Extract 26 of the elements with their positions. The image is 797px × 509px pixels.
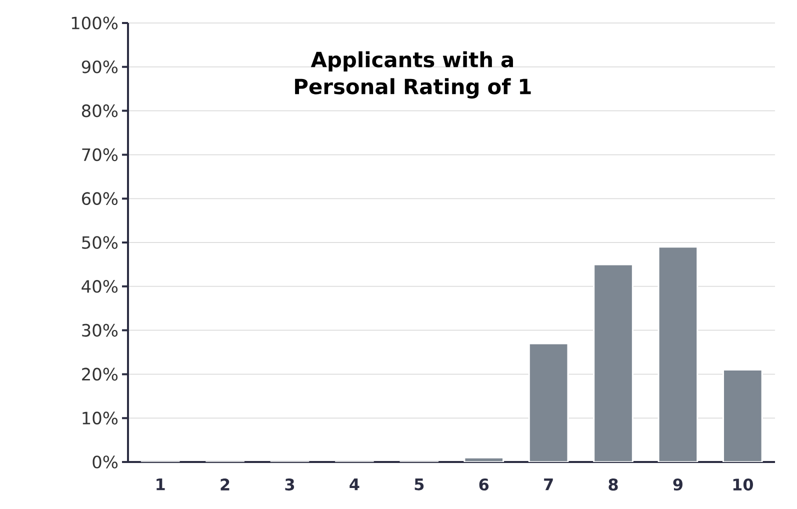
y-tick-label: 100% (72, 16, 118, 30)
x-tick-label: 2 (220, 478, 230, 490)
y-tick-label: 70% (82, 148, 118, 162)
y-tick-label: 90% (82, 60, 118, 74)
x-tick-label: 10 (733, 478, 753, 491)
x-tick-label: 4 (350, 478, 360, 490)
y-tick-label: 50% (82, 236, 118, 249)
y-tick-label: 30% (82, 324, 118, 337)
x-tick-label: 6 (479, 478, 489, 491)
bar (528, 342, 569, 462)
bar (722, 369, 763, 462)
y-tick-label: 10% (82, 412, 118, 424)
y-tick-label: 40% (82, 280, 118, 293)
y-tick-label: 60% (82, 192, 118, 205)
text: Applicants with a Personal Rating of 1 (295, 51, 531, 99)
y-tick-label: 20% (82, 368, 118, 381)
bar (593, 264, 634, 462)
x-tick-label: 5 (414, 478, 424, 490)
x-tick-label: 7 (544, 478, 553, 490)
x-tick-label: 9 (673, 478, 682, 491)
x-tick-label: 3 (285, 478, 294, 491)
y-tick-label: 80% (82, 104, 118, 118)
x-tick-label: 1 (156, 478, 165, 490)
bar (658, 246, 698, 462)
y-tick-label: 0% (92, 456, 118, 468)
x-tick-label: 8 (608, 478, 618, 491)
